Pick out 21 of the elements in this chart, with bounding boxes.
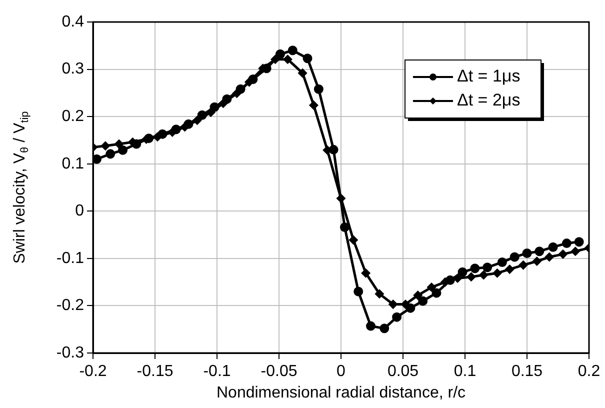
y-tick-label: 0 bbox=[75, 202, 84, 220]
x-tick-label: -0.15 bbox=[136, 363, 174, 380]
x-tick-label: 0.15 bbox=[511, 363, 543, 380]
legend-label: Δt = 2μs bbox=[457, 90, 520, 110]
y-tick-label: -0.2 bbox=[56, 297, 84, 314]
x-tick-label: -0.1 bbox=[203, 363, 231, 380]
y-axis-title: Swirl velocity, Vθ / Vtip bbox=[11, 111, 31, 264]
y-tick-label: 0.4 bbox=[62, 13, 84, 30]
y-tick-label: -0.3 bbox=[56, 344, 84, 362]
y-tick-label: 0.2 bbox=[62, 108, 84, 125]
x-tick-label: 0.1 bbox=[454, 363, 476, 380]
x-tick-label: -0.2 bbox=[79, 363, 107, 380]
y-tick-label: 0.1 bbox=[62, 155, 84, 172]
y-tick-label: 0.3 bbox=[62, 60, 84, 78]
x-tick-label: -0.05 bbox=[260, 363, 298, 380]
x-tick-label: 0.2 bbox=[578, 363, 600, 380]
x-axis-title: Nondimensional radial distance, r/c bbox=[216, 384, 466, 402]
y-tick-label: -0.1 bbox=[56, 250, 84, 267]
legend-label: Δt = 1μs bbox=[457, 66, 520, 86]
x-tick-label: 0.05 bbox=[387, 363, 419, 380]
x-tick-label: 0 bbox=[336, 363, 346, 380]
